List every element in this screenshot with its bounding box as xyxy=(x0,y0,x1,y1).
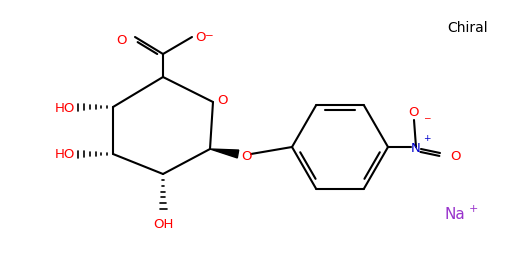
Text: O: O xyxy=(217,94,227,107)
Text: +: + xyxy=(469,203,478,213)
Text: −: − xyxy=(205,31,214,41)
Text: Chiral: Chiral xyxy=(447,21,488,35)
Text: +: + xyxy=(423,133,431,142)
Text: OH: OH xyxy=(153,217,173,230)
Text: HO: HO xyxy=(55,101,75,114)
Text: O: O xyxy=(117,33,127,46)
Text: Na: Na xyxy=(444,207,465,222)
Text: O: O xyxy=(195,30,205,43)
Text: N: N xyxy=(411,141,421,154)
Text: HO: HO xyxy=(55,148,75,161)
Text: O: O xyxy=(450,149,460,162)
Polygon shape xyxy=(210,149,239,158)
Text: −: − xyxy=(423,113,431,121)
Text: O: O xyxy=(241,150,251,163)
Text: O: O xyxy=(409,106,419,119)
